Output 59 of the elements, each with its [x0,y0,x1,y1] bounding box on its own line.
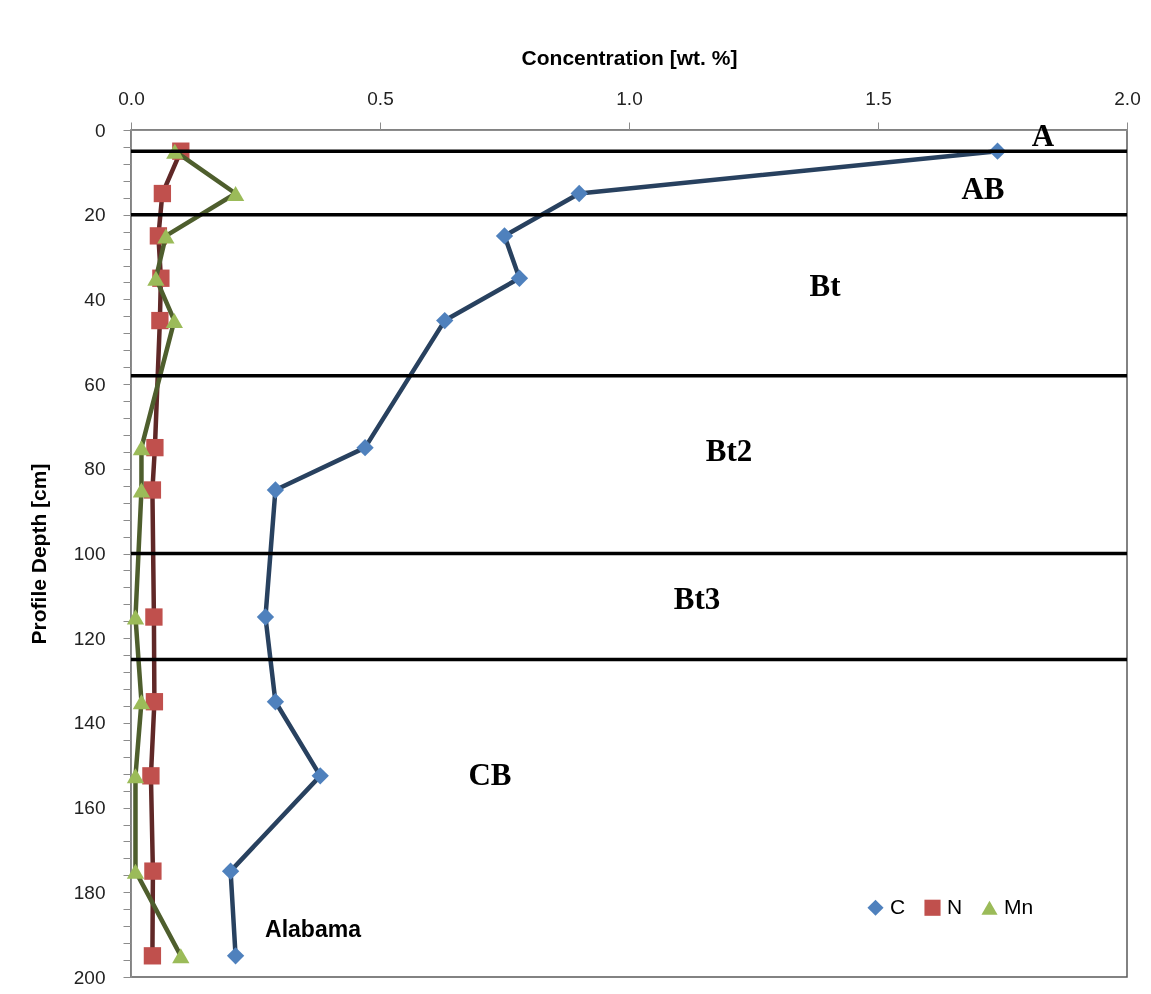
y-tick-label: 20 [84,204,106,226]
annotation: Bt [809,268,842,303]
point [126,768,145,784]
x-tick-label: 1.5 [865,87,892,109]
legend-label: N [947,894,963,918]
annotation: Bt3 [673,581,721,616]
point [226,947,245,965]
point [226,186,245,202]
point [151,311,169,330]
x-tick-label: 0.0 [118,87,145,109]
point [126,609,145,625]
y-tick-label: 0 [94,119,106,141]
point [165,313,183,329]
point [145,693,164,711]
point [311,767,329,785]
y-axis-title: Profile Depth [cm] [26,463,50,645]
point [436,311,454,330]
point [172,948,190,964]
annotation: A [1031,118,1055,153]
point [495,227,514,245]
y-tick-label: 100 [73,543,106,564]
y-tick-label: 160 [73,797,106,819]
y-tick-label: 180 [73,881,106,903]
point [157,228,175,244]
legend-label: C [890,894,906,918]
point [142,767,160,785]
point [266,693,285,711]
point [147,270,165,286]
y-tick-label: 140 [73,712,106,734]
annotation: Alabama [265,916,362,942]
point [143,481,162,499]
annotation: CB [468,757,512,792]
point [146,438,164,457]
legend-label: Mn [1004,894,1034,918]
annotation: Bt2 [705,433,753,468]
x-tick-label: 2.0 [1114,87,1141,109]
point [570,184,588,203]
point [153,184,172,203]
x-axis-title: Concentration [wt. %] [521,45,738,69]
y-tick-label: 120 [73,627,106,649]
annotation: AB [961,171,1005,206]
point [221,862,240,880]
point [145,608,163,626]
y-tick-label: 200 [73,966,106,988]
y-tick-label: 40 [84,288,106,310]
point [143,947,162,965]
point [256,608,275,626]
y-tick-label: 60 [84,373,106,395]
y-tick-label: 80 [84,458,106,480]
point [144,862,162,880]
x-tick-label: 0.5 [367,87,394,109]
point [132,694,151,710]
x-tick-label: 1.0 [616,87,643,109]
point [356,438,374,457]
point [126,863,145,879]
point [266,481,285,499]
point [132,482,151,498]
point [510,269,529,287]
point [132,440,151,456]
